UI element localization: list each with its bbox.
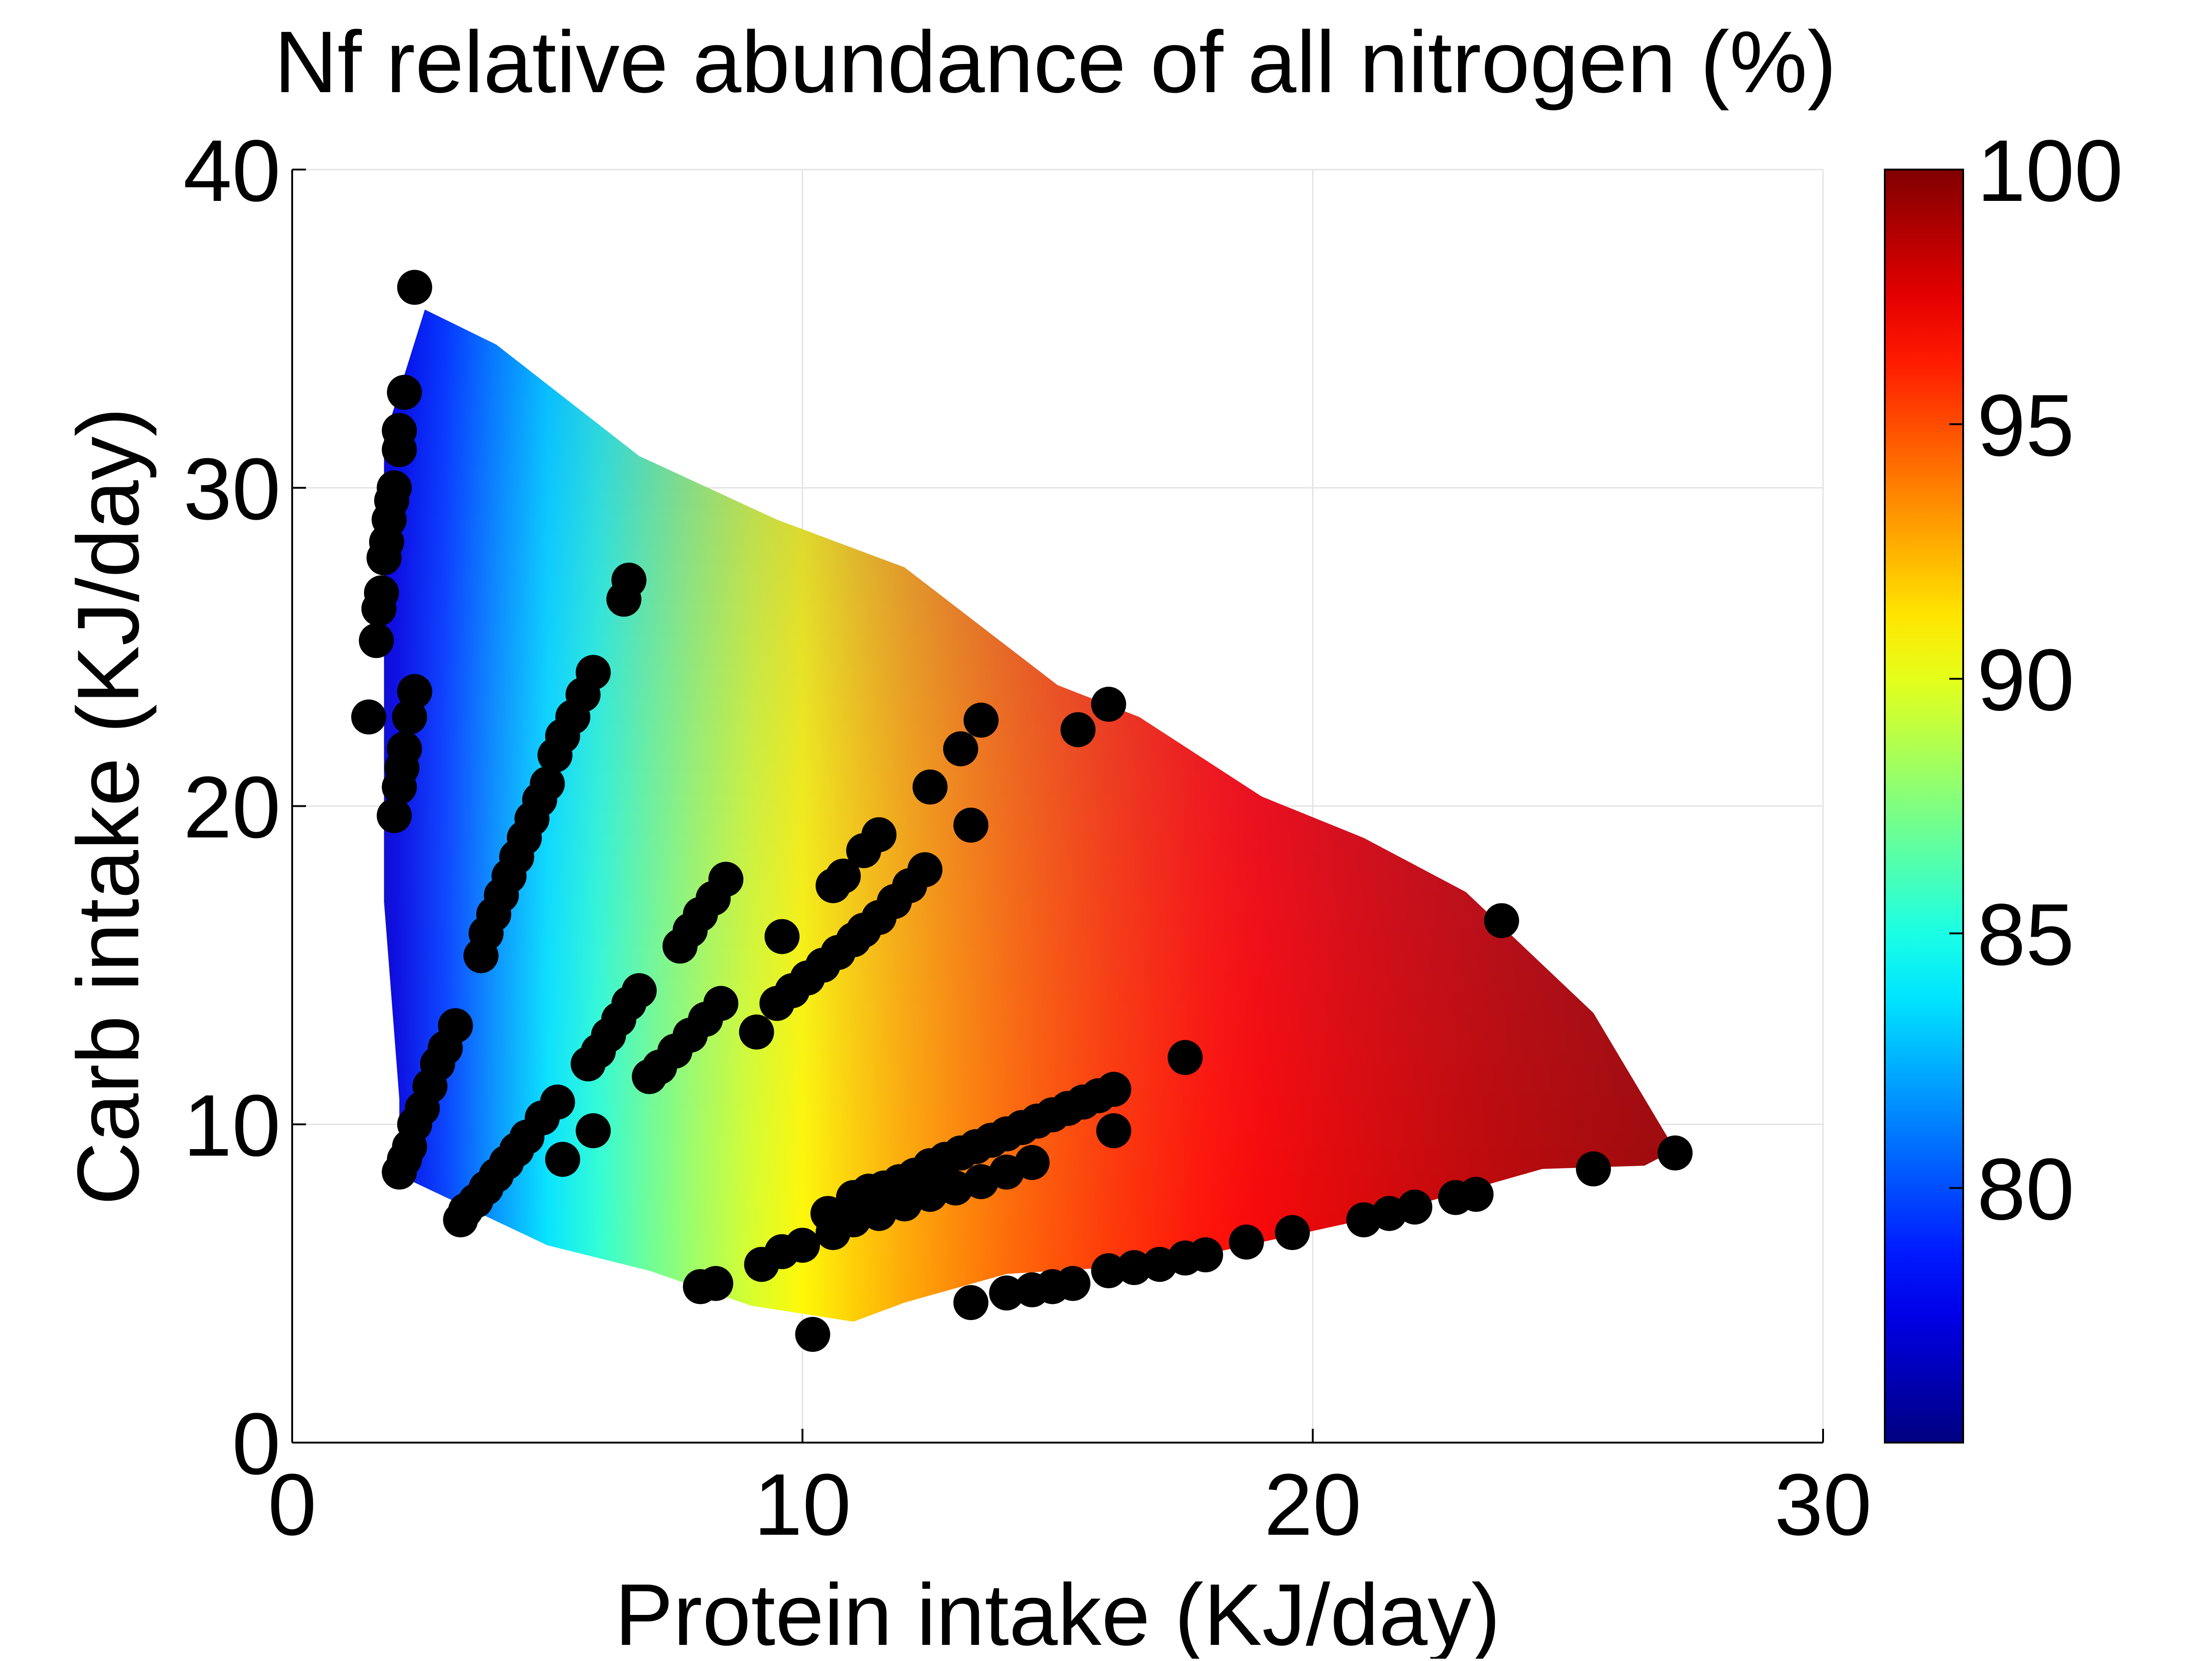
colorbar-bar — [1884, 169, 1964, 1444]
data-point — [545, 1142, 580, 1177]
data-point — [382, 432, 417, 467]
data-point — [744, 1247, 779, 1282]
data-point — [739, 1014, 774, 1050]
data-point — [366, 540, 402, 575]
y-axis-ticks: 0 10 20 30 40 — [183, 122, 306, 1493]
data-point — [361, 591, 397, 627]
x-tick-label: 30 — [1774, 1456, 1871, 1554]
colorbar-tick-label: 100 — [1977, 122, 2123, 220]
y-tick-label: 40 — [183, 122, 281, 220]
data-point — [765, 919, 800, 954]
x-axis-label: Protein intake (KJ/day) — [615, 1566, 1500, 1659]
data-point — [1576, 1151, 1611, 1186]
data-points — [351, 270, 1693, 1352]
data-point — [989, 1275, 1024, 1311]
data-point — [1459, 1177, 1494, 1212]
data-point — [606, 581, 641, 617]
data-point — [662, 928, 698, 964]
data-point — [1117, 1250, 1152, 1285]
data-point — [953, 807, 988, 843]
data-point — [392, 699, 427, 735]
data-point — [963, 703, 999, 738]
data-point — [795, 1317, 830, 1352]
data-point — [1657, 1135, 1693, 1171]
colorbar-tick-label: 90 — [1977, 631, 2074, 729]
data-point — [387, 375, 422, 410]
colorbar-ticks: 80 85 90 95 100 — [1949, 122, 2123, 1238]
data-point — [1167, 1040, 1203, 1075]
data-point — [397, 270, 432, 305]
data-point — [576, 1113, 611, 1149]
data-point — [1055, 1266, 1091, 1301]
data-point — [1060, 712, 1096, 747]
data-point — [377, 798, 412, 833]
data-point — [953, 1285, 988, 1321]
data-point — [682, 1269, 718, 1304]
colorbar-tick-label: 80 — [1977, 1140, 2074, 1238]
x-axis-ticks: 0 10 20 30 — [268, 1429, 1872, 1554]
data-point — [815, 868, 851, 904]
y-tick-label: 20 — [183, 759, 281, 857]
y-tick-label: 0 — [232, 1395, 281, 1493]
data-point — [382, 1154, 417, 1190]
chart-title: Nf relative abundance of all nitrogen (%… — [274, 13, 1836, 111]
colorbar: 80 85 90 95 100 — [1884, 122, 2123, 1444]
colorbar-tick-label: 85 — [1977, 886, 2074, 984]
data-point — [912, 769, 948, 805]
data-point — [632, 1059, 667, 1094]
data-point — [846, 833, 882, 869]
data-point — [1091, 1253, 1126, 1288]
data-point — [810, 1196, 846, 1231]
data-point — [537, 738, 573, 773]
data-point — [571, 1046, 606, 1081]
y-tick-label: 10 — [183, 1077, 281, 1174]
x-tick-label: 20 — [1264, 1456, 1361, 1554]
y-axis-label: Carb intake (KJ/day) — [59, 407, 157, 1205]
x-tick-label: 0 — [268, 1456, 317, 1554]
data-point — [382, 769, 417, 805]
data-point — [463, 938, 499, 974]
data-point — [351, 699, 387, 735]
data-point — [443, 1202, 478, 1238]
data-point — [359, 623, 394, 658]
data-point — [759, 986, 794, 1021]
colorbar-tick-label: 95 — [1977, 377, 2074, 475]
data-point — [1091, 687, 1126, 722]
data-point — [1096, 1113, 1131, 1149]
data-point — [1229, 1224, 1264, 1260]
data-point — [943, 731, 978, 767]
data-point — [1397, 1189, 1433, 1225]
y-tick-label: 30 — [183, 440, 281, 538]
x-tick-label: 10 — [754, 1456, 851, 1554]
data-point — [1484, 903, 1519, 939]
data-point — [1275, 1215, 1310, 1250]
data-point — [1188, 1237, 1224, 1273]
